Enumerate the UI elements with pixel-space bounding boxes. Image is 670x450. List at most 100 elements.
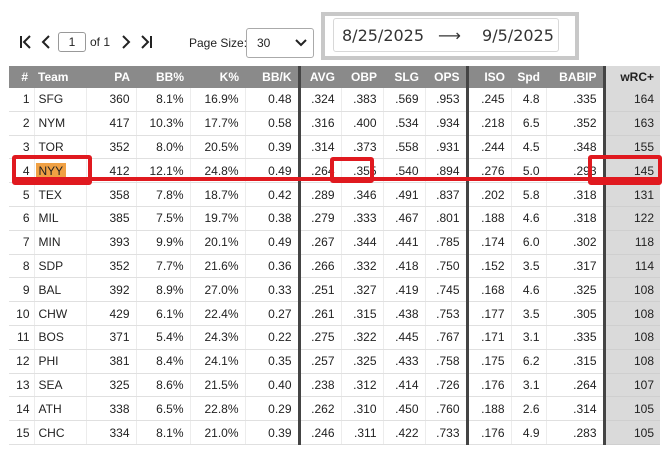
stat-cell: .491 [383, 182, 426, 207]
end-date[interactable]: 9/5/2025 [482, 25, 554, 45]
stat-cell: .176 [467, 373, 512, 398]
rank-cell: 6 [9, 206, 35, 231]
stat-cell: .311 [341, 420, 384, 445]
stat-cell: 6.0 [511, 230, 547, 255]
team-cell[interactable]: BOS [34, 325, 87, 350]
column-header[interactable]: BABIP [546, 66, 606, 88]
stat-cell: .785 [425, 230, 469, 255]
stat-cell: .264 [546, 373, 606, 398]
stat-cell: 0.39 [245, 420, 301, 445]
stat-cell: .767 [425, 325, 469, 350]
stat-cell: .251 [299, 277, 342, 303]
team-cell[interactable]: TOR [34, 135, 87, 160]
next-page-icon[interactable] [116, 32, 136, 52]
team-cell[interactable]: CHC [34, 420, 87, 445]
column-header[interactable]: OPS [425, 66, 469, 88]
column-header[interactable]: BB/K [245, 66, 301, 88]
rank-cell: 4 [9, 158, 35, 184]
stat-cell: 0.36 [245, 254, 301, 279]
rank-cell: 13 [9, 373, 35, 398]
team-cell[interactable]: NYY [34, 158, 87, 184]
team-cell[interactable]: MIN [34, 230, 87, 255]
stat-cell: .344 [341, 230, 384, 255]
leaderboard-table: # Team PA BB% K% BB/K AVG OBP SLG OPS ISO Spd BABIP w… [9, 66, 660, 445]
stat-cell: 20.1% [190, 230, 246, 255]
team-cell[interactable]: SEA [34, 373, 87, 398]
date-range-picker[interactable]: 8/25/2025 ⟶ 9/5/2025 [333, 18, 559, 52]
stat-cell: .244 [467, 135, 512, 160]
column-header[interactable]: Spd [511, 66, 546, 88]
column-header[interactable]: Team [34, 66, 86, 88]
rank-cell: 7 [9, 230, 35, 255]
start-date[interactable]: 8/25/2025 [342, 25, 425, 45]
stat-cell: 6.5% [136, 396, 191, 422]
column-header[interactable]: # [9, 66, 34, 88]
stat-cell: 145 [604, 158, 660, 184]
last-page-icon[interactable] [136, 32, 156, 52]
column-header[interactable]: SLG [383, 66, 425, 88]
rank-cell: 9 [9, 277, 35, 303]
page-count-text: of 1 [90, 35, 111, 49]
team-cell[interactable]: CHW [34, 301, 87, 326]
stat-cell: 164 [604, 88, 660, 112]
page-number-input[interactable] [58, 32, 86, 52]
stat-cell: 3.5 [511, 254, 547, 279]
stat-cell: 0.49 [245, 158, 301, 184]
stat-cell: .316 [299, 111, 342, 136]
stat-cell: .262 [299, 396, 342, 422]
rank-cell: 2 [9, 111, 35, 136]
stat-cell: .310 [341, 396, 384, 422]
prev-page-icon[interactable] [36, 32, 56, 52]
team-cell[interactable]: NYM [34, 111, 87, 136]
column-header[interactable]: OBP [341, 66, 383, 88]
table-row: 1 SFG 360 8.1% 16.9% 0.48.324.383.569.953.245… [9, 88, 660, 112]
stat-cell: .188 [467, 396, 512, 422]
stat-cell: 4.9 [511, 420, 547, 445]
table-row: 6 MIL 385 7.5% 19.7% 0.38.279.333.467.801.188… [9, 206, 660, 231]
stat-cell: 0.38 [245, 206, 301, 231]
team-cell[interactable]: TEX [34, 182, 87, 207]
column-header[interactable]: K% [190, 66, 245, 88]
stat-cell: .283 [546, 420, 606, 445]
stat-cell: 10.3% [136, 111, 191, 136]
stat-cell: .202 [467, 182, 512, 207]
column-header[interactable]: ISO [467, 66, 511, 88]
rank-cell: 1 [9, 88, 35, 112]
team-cell[interactable]: SFG [34, 88, 87, 112]
team-highlight[interactable]: NYY [35, 162, 67, 179]
stat-cell: 334 [86, 420, 137, 445]
stat-cell: 22.4% [190, 301, 246, 326]
column-header[interactable]: wRC+ [604, 66, 660, 88]
stat-cell: 21.5% [190, 373, 246, 398]
stat-cell: .760 [425, 396, 469, 422]
stat-cell: 4.6 [511, 277, 547, 303]
stat-cell: .467 [383, 206, 426, 231]
rank-cell: 11 [9, 325, 35, 350]
stat-cell: .218 [467, 111, 512, 136]
team-cell[interactable]: ATH [34, 396, 87, 422]
stat-cell: .315 [341, 301, 384, 326]
team-cell[interactable]: SDP [34, 254, 87, 279]
stat-cell: .931 [425, 135, 469, 160]
rank-cell: 10 [9, 301, 35, 326]
stat-cell: 21.0% [190, 420, 246, 445]
stat-cell: 385 [86, 206, 137, 231]
stat-cell: .733 [425, 420, 469, 445]
column-header[interactable]: AVG [299, 66, 341, 88]
stat-cell: .352 [546, 111, 606, 136]
stat-cell: 3.1 [511, 325, 547, 350]
stat-cell: .312 [341, 373, 384, 398]
stat-cell: 6.1% [136, 301, 191, 326]
team-cell[interactable]: BAL [34, 277, 87, 303]
stat-cell: 16.9% [190, 88, 246, 112]
stat-cell: .152 [467, 254, 512, 279]
stat-cell: .188 [467, 206, 512, 231]
team-cell[interactable]: PHI [34, 349, 87, 374]
column-header[interactable]: PA [86, 66, 136, 88]
column-header[interactable]: BB% [136, 66, 190, 88]
stat-cell: 21.6% [190, 254, 246, 279]
stat-cell: .279 [299, 206, 342, 231]
team-cell[interactable]: MIL [34, 206, 87, 231]
first-page-icon[interactable] [16, 32, 36, 52]
page-size-select[interactable]: 30 [246, 28, 314, 58]
